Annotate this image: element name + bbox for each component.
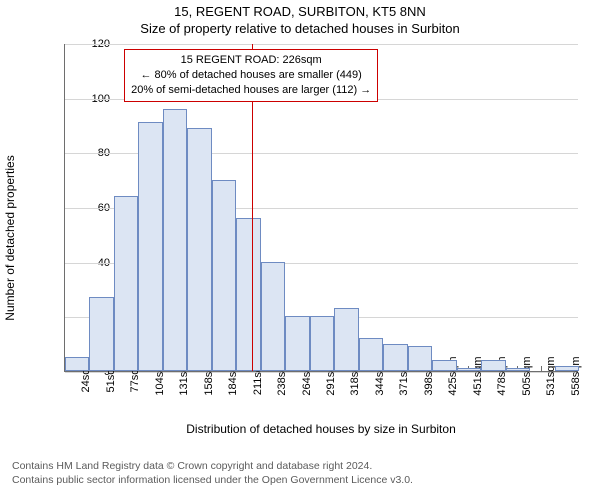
footer-line-1: Contains HM Land Registry data © Crown c… xyxy=(12,459,588,474)
histogram-bar xyxy=(408,346,432,371)
histogram-bar xyxy=(481,360,505,371)
histogram-bar xyxy=(163,109,187,371)
histogram-bar xyxy=(261,262,285,371)
histogram-bar xyxy=(114,196,138,371)
title-address: 15, REGENT ROAD, SURBITON, KT5 8NN xyxy=(0,4,600,19)
x-axis-label: Distribution of detached houses by size … xyxy=(64,422,578,436)
histogram-bar xyxy=(187,128,211,371)
histogram-bar xyxy=(89,297,113,371)
histogram-bar xyxy=(383,344,407,371)
histogram-bar xyxy=(138,122,162,371)
footer-line-2: Contains public sector information licen… xyxy=(12,473,588,488)
histogram-bar xyxy=(65,357,89,371)
title-subtitle: Size of property relative to detached ho… xyxy=(0,21,600,36)
histogram-bar xyxy=(236,218,260,371)
histogram-bar xyxy=(212,180,236,371)
annotation-line: ← 80% of detached houses are smaller (44… xyxy=(131,68,371,83)
histogram-bar xyxy=(310,316,334,371)
x-axis-ticks: 24sqm51sqm77sqm104sqm131sqm158sqm184sqm2… xyxy=(64,372,578,418)
y-axis-label: Number of detached properties xyxy=(3,155,17,320)
plot-area: 15 REGENT ROAD: 226sqm← 80% of detached … xyxy=(64,44,578,372)
annotation-line: 20% of semi-detached houses are larger (… xyxy=(131,83,371,98)
histogram-bar xyxy=(334,308,358,371)
chart-container: Number of detached properties 0204060801… xyxy=(18,38,582,438)
annotation-line: 15 REGENT ROAD: 226sqm xyxy=(131,53,371,68)
histogram-bar xyxy=(457,368,481,371)
histogram-bar xyxy=(506,368,530,371)
annotation-box: 15 REGENT ROAD: 226sqm← 80% of detached … xyxy=(124,49,378,102)
chart-titles: 15, REGENT ROAD, SURBITON, KT5 8NN Size … xyxy=(0,0,600,36)
histogram-bar xyxy=(285,316,309,371)
histogram-bar xyxy=(432,360,456,371)
attribution-footer: Contains HM Land Registry data © Crown c… xyxy=(0,449,600,500)
histogram-bar xyxy=(359,338,383,371)
histogram-bar xyxy=(555,366,579,371)
